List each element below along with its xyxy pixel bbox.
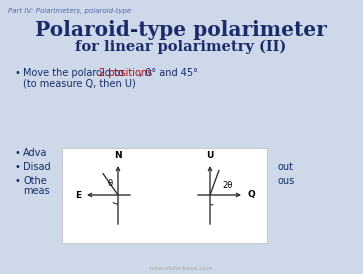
- Text: Move the polaroid to: Move the polaroid to: [23, 68, 127, 78]
- Bar: [62, 148, 267, 243]
- Text: E: E: [75, 190, 81, 199]
- Text: , 0° and 45°: , 0° and 45°: [139, 68, 198, 78]
- Text: Disad: Disad: [23, 162, 50, 172]
- Text: •: •: [14, 68, 20, 78]
- Text: N: N: [114, 151, 122, 160]
- Text: •: •: [14, 176, 20, 186]
- Text: Q: Q: [247, 190, 255, 199]
- Text: θ: θ: [107, 179, 113, 189]
- Text: (to measure Q, then U): (to measure Q, then U): [23, 78, 136, 88]
- Text: Part IV: Polarimeters, polaroid-type: Part IV: Polarimeters, polaroid-type: [8, 8, 131, 14]
- Text: Othe: Othe: [23, 176, 47, 186]
- Text: for linear polarimetry (II): for linear polarimetry (II): [76, 40, 287, 55]
- Text: U: U: [206, 151, 214, 160]
- Text: 2θ: 2θ: [222, 181, 232, 190]
- Text: www.sliderbase.com: www.sliderbase.com: [149, 266, 213, 271]
- Text: Polaroid-type polarimeter: Polaroid-type polarimeter: [35, 20, 327, 40]
- Text: 2 positions: 2 positions: [99, 68, 153, 78]
- Text: out: out: [278, 162, 294, 172]
- Text: •: •: [14, 148, 20, 158]
- Text: •: •: [14, 162, 20, 172]
- Text: meas: meas: [23, 186, 50, 196]
- Text: Adva: Adva: [23, 148, 48, 158]
- Text: ous: ous: [278, 176, 295, 186]
